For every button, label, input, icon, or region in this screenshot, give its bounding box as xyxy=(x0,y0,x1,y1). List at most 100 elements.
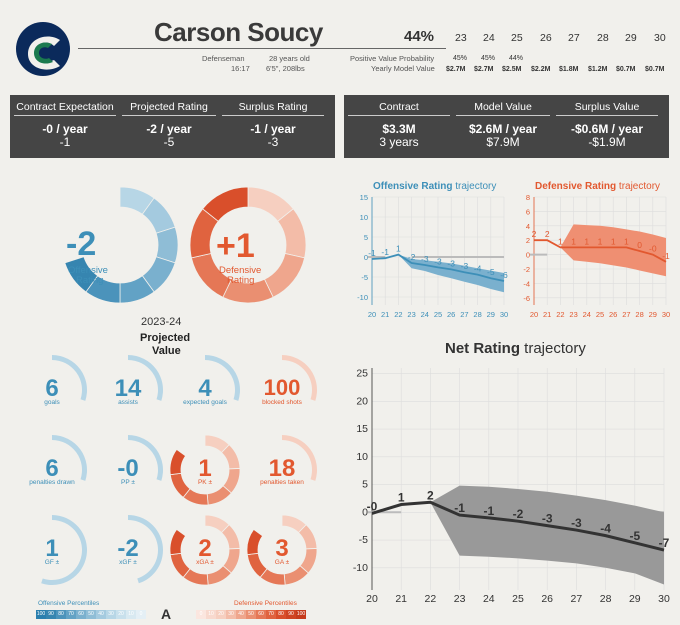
value-30: $0.7M xyxy=(645,66,665,73)
y-tick-label: -5 xyxy=(361,273,368,282)
ring-10-segment xyxy=(169,528,187,556)
off-legend-cell-1: 90 xyxy=(46,610,56,619)
toi: 16:17 xyxy=(231,64,250,73)
data-label: -1 xyxy=(368,248,376,258)
header-rule xyxy=(78,48,446,49)
ring-6 xyxy=(169,434,241,506)
box_right-sub-2: -$1.9M xyxy=(588,135,626,149)
data-label: -2 xyxy=(513,507,524,521)
box_left-sub-0: -1 xyxy=(59,135,71,149)
data-label: -1 xyxy=(483,504,494,518)
box_right-sub-0: 3 years xyxy=(379,135,419,149)
x-tick-label: 23 xyxy=(454,593,466,605)
defensive-rating-label1: Defensive xyxy=(219,265,262,276)
x-tick-label: 27 xyxy=(622,310,630,319)
ring-11 xyxy=(246,514,318,586)
ring-7 xyxy=(282,435,317,481)
off-legend-cell-0: 100 xyxy=(36,610,46,619)
ring-4 xyxy=(52,435,87,481)
ring-value-2: 4 xyxy=(198,375,212,402)
x-tick-label: 25 xyxy=(512,593,524,605)
data-label: 1 xyxy=(584,236,589,246)
x-tick-label: 28 xyxy=(473,310,481,319)
data-label: -0 xyxy=(649,244,657,254)
off-legend-cell-6: 40 xyxy=(96,610,106,619)
ring-3-arc xyxy=(282,355,317,401)
prob-25: 44% xyxy=(509,55,524,62)
value-28: $1.2M xyxy=(588,66,608,73)
trajectory-line xyxy=(534,239,667,263)
ring-value-11: 3 xyxy=(275,535,289,562)
net-chart-title-bold: Net Rating xyxy=(445,340,520,357)
season-year: 2023-24 xyxy=(141,316,182,328)
x-tick-label: 20 xyxy=(530,310,538,319)
ring-label-7: penalties taken xyxy=(260,479,304,486)
x-tick-label: 26 xyxy=(447,310,455,319)
y-tick-label: 25 xyxy=(356,368,368,380)
y-tick-label: 0 xyxy=(526,251,530,260)
y-tick-label: -10 xyxy=(357,293,368,302)
ring-5 xyxy=(128,435,163,481)
y-tick-label: 5 xyxy=(364,233,368,242)
y-tick-label: 8 xyxy=(526,193,530,202)
ring-label-10: xGA ± xyxy=(196,559,214,566)
uncertainty-band xyxy=(398,254,504,293)
value-26: $2.2M xyxy=(531,66,551,73)
value-24: $2.7M xyxy=(474,66,494,73)
ring-5-arc xyxy=(128,435,163,481)
chart-title: Offensive Rating trajectory xyxy=(373,181,496,192)
data-label: 1 xyxy=(571,236,576,246)
data-label: -5 xyxy=(629,529,640,543)
prob-23: 45% xyxy=(453,55,468,62)
x-tick-label: 26 xyxy=(609,310,617,319)
chart-title-bold: Offensive Rating xyxy=(373,181,452,192)
x-tick-label: 22 xyxy=(394,310,402,319)
offensive-rating-value: -2 xyxy=(66,225,97,263)
off-legend-cell-4: 60 xyxy=(76,610,86,619)
x-tick-label: 29 xyxy=(487,310,495,319)
box_left-label-2: Surplus Rating xyxy=(222,101,324,116)
off-legend-cell-8: 20 xyxy=(116,610,126,619)
off-legend-cell-7: 30 xyxy=(106,610,116,619)
data-label: -5 xyxy=(487,267,495,277)
box_right-main-0: $3.3M xyxy=(382,122,416,136)
box_right-label-0: Contract xyxy=(348,101,450,116)
net-chart-title: Net Rating trajectory xyxy=(445,340,586,357)
ring-label-4: penalties drawn xyxy=(29,479,75,486)
def-legend-cell-1: 10 xyxy=(206,610,216,619)
value-27: $1.8M xyxy=(559,66,579,73)
ring-label-8: GF ± xyxy=(44,559,60,566)
y-tick-label: -6 xyxy=(523,294,530,303)
uncertainty-band xyxy=(560,224,666,277)
defensive-ring-segment xyxy=(263,252,306,298)
box_right-sub-1: $7.9M xyxy=(486,135,520,149)
data-label: 1 xyxy=(558,236,563,246)
x-tick-label: 23 xyxy=(407,310,415,319)
chart-title-bold: Defensive Rating xyxy=(535,181,616,192)
data-label: -3 xyxy=(542,512,553,526)
def-legend-cell-2: 20 xyxy=(216,610,226,619)
box_left-main-0: -0 / year xyxy=(42,122,88,136)
data-label: -4 xyxy=(474,264,482,274)
ring-2-arc xyxy=(205,355,240,401)
data-label: -6 xyxy=(500,270,508,280)
ring-value-1: 14 xyxy=(114,375,142,402)
y-tick-label: 20 xyxy=(356,395,368,407)
def-legend-cell-0: 0 xyxy=(196,610,206,619)
year-27: 27 xyxy=(568,32,580,44)
ring-value-7: 18 xyxy=(268,455,296,482)
x-tick-label: 29 xyxy=(629,593,641,605)
defensive-percentiles-title: Defensive Percentiles xyxy=(234,600,297,607)
y-tick-label: 5 xyxy=(362,479,368,491)
data-label: -7 xyxy=(659,536,670,550)
ring-value-4: 6 xyxy=(45,455,59,482)
ring-label-9: xGF ± xyxy=(119,559,137,566)
season-title2: Value xyxy=(152,345,181,357)
offensive-trajectory-chart: Offensive Rating trajectory 15 10 5 0 -5 -1020… xyxy=(357,181,508,319)
ring-2 xyxy=(205,355,240,401)
year-28: 28 xyxy=(597,32,609,44)
off-legend-cell-9: 10 xyxy=(126,610,136,619)
uncertainty-band xyxy=(430,485,664,585)
prob-24: 45% xyxy=(481,55,496,62)
net-chart-title-rest: trajectory xyxy=(520,340,586,357)
